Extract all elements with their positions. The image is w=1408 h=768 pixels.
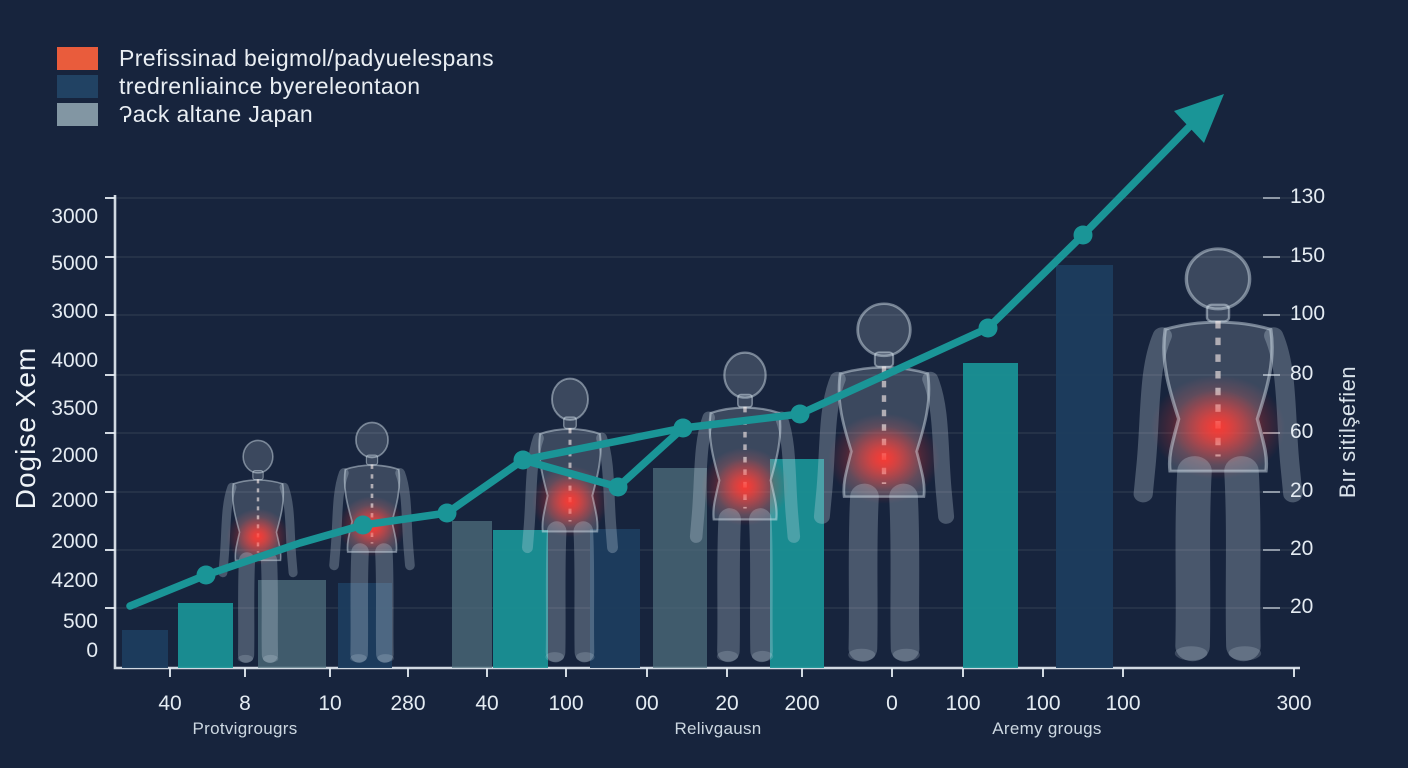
x-axis-tick-label: 0 <box>886 692 898 715</box>
x-axis-group-label: Relivgausn <box>674 719 762 738</box>
left-axis-tick-label: 4200 <box>51 569 98 592</box>
legend-item: Prefissinad beigmol/padyuelespans <box>57 44 494 72</box>
x-axis-tick-label: 100 <box>1105 692 1141 715</box>
x-axis-tick-label: 20 <box>715 692 739 715</box>
trend-dot <box>790 404 810 424</box>
trend-dot <box>513 450 533 470</box>
left-axis-tick-label: 3000 <box>51 205 98 228</box>
right-axis-tick-label: 150 <box>1290 244 1326 267</box>
legend-swatch-orange <box>57 46 98 70</box>
x-axis-tick-label: 40 <box>158 692 182 715</box>
bar-teal <box>178 603 233 668</box>
left-axis-tick-label: 2000 <box>51 444 98 467</box>
bar-navy <box>1056 265 1113 668</box>
legend-swatch-navy <box>57 74 98 98</box>
trend-dot <box>1073 225 1093 245</box>
x-axis-tick-label: 100 <box>1025 692 1061 715</box>
right-axis-tick-label: 20 <box>1290 479 1314 502</box>
trend-arrowhead-icon <box>1174 94 1224 143</box>
right-axis-tick-label: 80 <box>1290 362 1314 385</box>
trend-line <box>126 122 1194 610</box>
x-axis-tick-label: 40 <box>475 692 499 715</box>
right-axis-tick-label: 20 <box>1290 595 1314 618</box>
legend-item: tredrenliaince byereleontaon <box>57 72 494 100</box>
legend-label: tredrenliaince byereleontaon <box>119 72 421 99</box>
x-axis-group-label: Aremy grougs <box>992 719 1102 738</box>
trend-dot <box>437 503 457 523</box>
trend-dot <box>196 565 216 585</box>
x-axis-tick-label: 00 <box>635 692 659 715</box>
legend: Prefissinad beigmol/padyuelespans tredre… <box>57 44 494 128</box>
left-axis-tick-label: 5000 <box>51 252 98 275</box>
right-axis-tick-label: 130 <box>1290 185 1326 208</box>
trend-line-branch <box>519 424 687 464</box>
left-axis-tick-label: 3000 <box>51 300 98 323</box>
legend-item: Ɂack altane Japan <box>57 100 494 128</box>
right-axis-title: Bır sitilşefien <box>1335 365 1360 499</box>
x-axis-tick-label: 300 <box>1276 692 1312 715</box>
trend-dot <box>673 418 693 438</box>
x-axis-tick-label: 280 <box>390 692 426 715</box>
left-axis-tick-label: 500 <box>62 610 98 633</box>
bar-teal <box>493 530 548 668</box>
legend-label: Ɂack altane Japan <box>119 100 314 127</box>
legend-swatch-gray <box>57 102 98 126</box>
x-axis-tick-label: 100 <box>548 692 584 715</box>
x-axis-tick-label: 200 <box>784 692 820 715</box>
left-axis-tick-label: 0 <box>86 639 98 662</box>
trend-dot <box>608 477 628 497</box>
right-axis-tick-label: 20 <box>1290 537 1314 560</box>
human-figure-man-back-large <box>1143 249 1293 661</box>
legend-label: Prefissinad beigmol/padyuelespans <box>119 44 495 71</box>
right-axis-tick-label: 100 <box>1290 302 1326 325</box>
x-axis-tick-label: 10 <box>318 692 342 715</box>
axis-line <box>113 195 1300 670</box>
left-axis-tick-label: 4000 <box>51 349 98 372</box>
left-axis-tick-label: 2000 <box>51 530 98 553</box>
bar-slate <box>452 521 492 668</box>
bar-teal <box>963 363 1018 668</box>
trend-dot <box>353 515 373 535</box>
bar-navy <box>122 630 168 668</box>
left-axis-tick-label: 3500 <box>51 397 98 420</box>
right-axis-tick-label: 60 <box>1290 420 1314 443</box>
x-axis-tick-label: 8 <box>239 692 251 715</box>
left-axis-tick-label: 2000 <box>51 489 98 512</box>
trend-dot <box>978 318 998 338</box>
x-axis-tick-label: 100 <box>945 692 981 715</box>
x-axis-group-label: Protvigrougrs <box>192 719 298 738</box>
